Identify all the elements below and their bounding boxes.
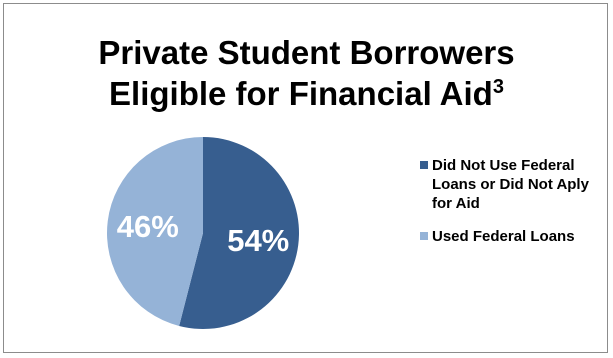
chart-title-line2: Eligible for Financial Aid: [109, 75, 493, 112]
chart-title: Private Student Borrowers Eligible for F…: [4, 32, 609, 114]
legend-label-did-not-use: Did Not Use Federal Loans or Did Not Apl…: [432, 157, 589, 212]
chart-frame: Private Student Borrowers Eligible for F…: [3, 3, 608, 353]
chart-title-line1: Private Student Borrowers: [98, 34, 515, 71]
legend-swatch-did-not-use: [420, 161, 428, 169]
legend-item-used-federal-loans: Used Federal Loans: [420, 227, 605, 246]
data-label-used-federal-loans: 46%: [117, 209, 179, 244]
legend-item-did-not-use: Did Not Use Federal Loans or Did Not Apl…: [420, 156, 605, 213]
pie-slice-did-not-use: [179, 137, 300, 329]
legend: Did Not Use Federal Loans or Did Not Apl…: [420, 156, 605, 246]
pie-slice-used-federal-loans: [107, 137, 203, 326]
chart-title-superscript: 3: [492, 76, 504, 98]
legend-swatch-used-federal-loans: [420, 232, 428, 240]
legend-label-used-federal-loans: Used Federal Loans: [432, 228, 575, 245]
pie-chart: 54% 46%: [107, 137, 300, 329]
data-label-did-not-use: 54%: [227, 223, 289, 258]
